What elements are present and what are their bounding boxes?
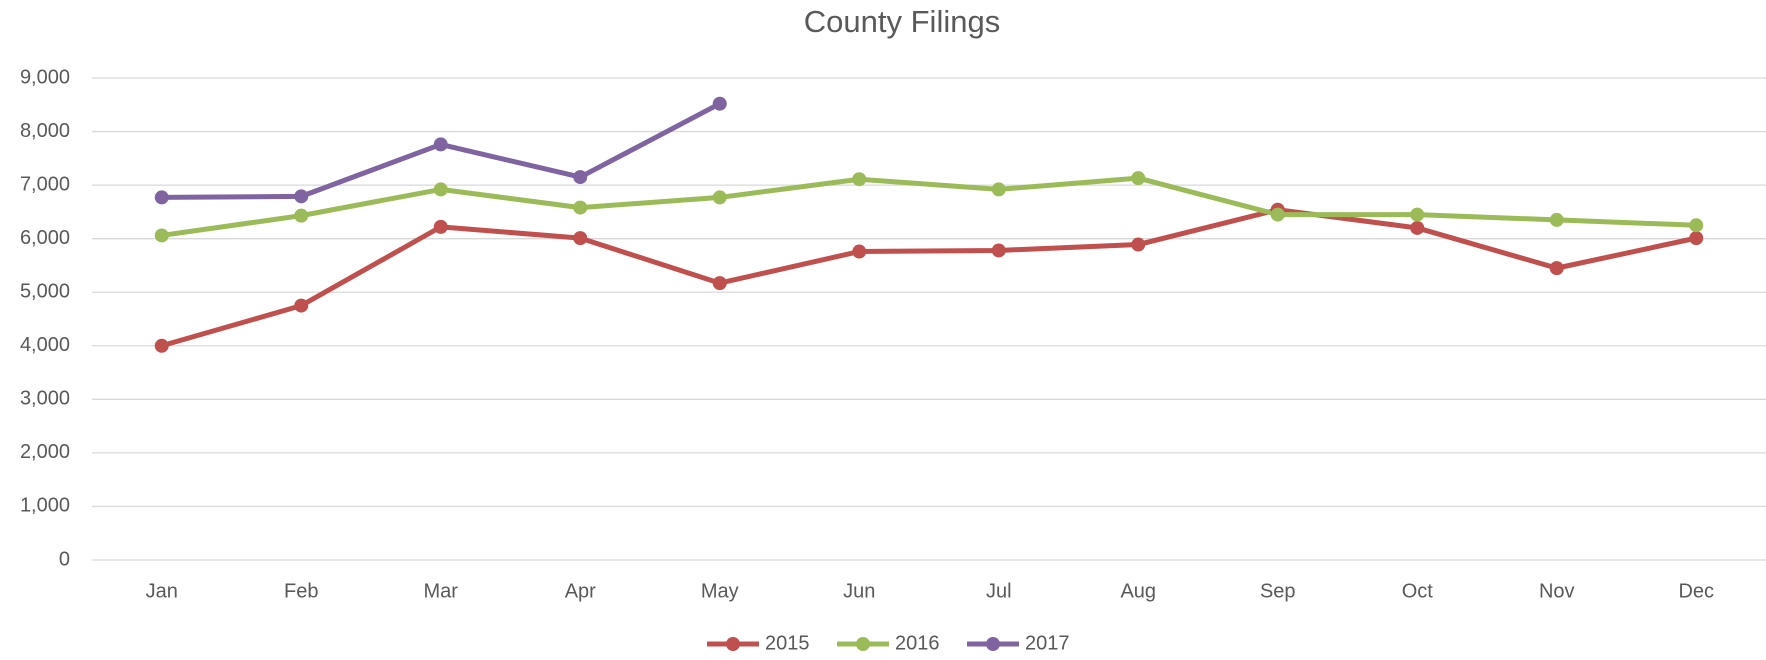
- legend-marker: [726, 637, 740, 651]
- chart-title: County Filings: [804, 4, 1000, 39]
- data-point: [573, 231, 588, 246]
- data-point: [294, 189, 309, 204]
- legend-label: 2015: [765, 632, 810, 654]
- data-point: [433, 182, 448, 197]
- legend-marker: [856, 637, 870, 651]
- data-point: [1410, 220, 1425, 235]
- data-point: [573, 200, 588, 215]
- legend-label: 2016: [895, 632, 940, 654]
- data-point: [712, 190, 727, 205]
- data-point: [154, 338, 169, 353]
- y-tick-label: 0: [59, 548, 70, 570]
- data-point: [433, 219, 448, 234]
- y-tick-label: 1,000: [20, 495, 70, 517]
- x-tick-label: Mar: [424, 580, 459, 602]
- y-tick-label: 6,000: [20, 227, 70, 249]
- x-tick-label: May: [701, 580, 739, 602]
- x-tick-label: Sep: [1260, 580, 1296, 602]
- x-tick-label: Jan: [146, 580, 178, 602]
- x-tick-label: Apr: [565, 580, 596, 602]
- x-tick-label: Nov: [1539, 580, 1575, 602]
- data-point: [573, 170, 588, 185]
- y-tick-label: 2,000: [20, 441, 70, 463]
- y-tick-label: 5,000: [20, 281, 70, 303]
- data-point: [991, 243, 1006, 258]
- data-point: [852, 244, 867, 259]
- data-point: [852, 172, 867, 187]
- data-point: [433, 137, 448, 152]
- x-tick-label: Feb: [284, 580, 318, 602]
- data-point: [1689, 218, 1704, 233]
- x-tick-label: Dec: [1678, 580, 1714, 602]
- data-point: [1131, 171, 1146, 186]
- data-point: [1689, 231, 1704, 246]
- data-point: [1270, 207, 1285, 222]
- data-point: [1410, 207, 1425, 222]
- data-point: [712, 96, 727, 111]
- data-point: [1549, 212, 1564, 227]
- data-point: [154, 190, 169, 205]
- x-tick-label: Aug: [1120, 580, 1156, 602]
- series-line: [161, 207, 1697, 349]
- series-line: [161, 175, 1697, 238]
- data-point: [294, 298, 309, 313]
- x-tick-label: Jul: [986, 580, 1012, 602]
- legend-marker: [986, 637, 1000, 651]
- data-point: [1549, 261, 1564, 276]
- data-point: [991, 182, 1006, 197]
- data-point: [1131, 237, 1146, 252]
- data-point: [712, 276, 727, 291]
- data-point: [154, 228, 169, 243]
- y-tick-label: 3,000: [20, 388, 70, 410]
- data-point: [294, 208, 309, 223]
- y-tick-label: 4,000: [20, 334, 70, 356]
- x-tick-label: Oct: [1402, 580, 1434, 602]
- y-tick-label: 8,000: [20, 120, 70, 142]
- y-tick-label: 7,000: [20, 173, 70, 195]
- legend-label: 2017: [1025, 632, 1070, 654]
- y-tick-label: 9,000: [20, 66, 70, 88]
- x-tick-label: Jun: [843, 580, 875, 602]
